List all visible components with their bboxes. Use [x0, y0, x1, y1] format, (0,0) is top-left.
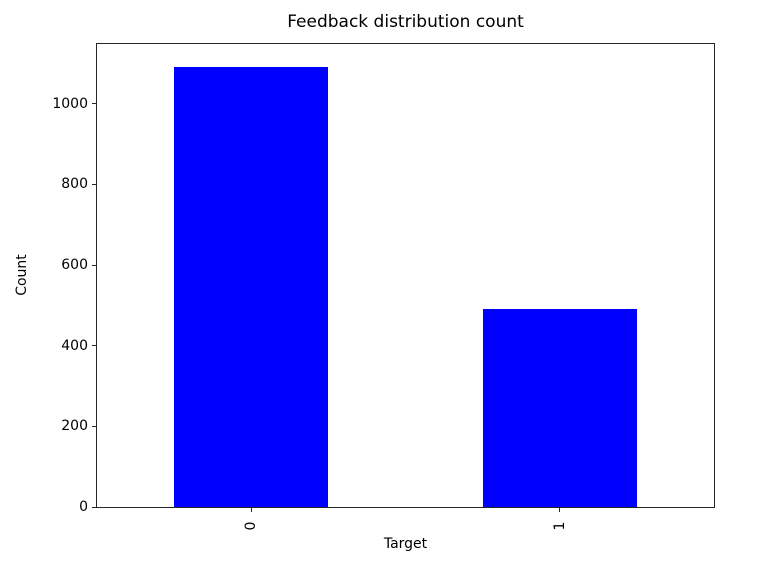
bar [174, 67, 329, 507]
y-tick-mark [92, 425, 96, 427]
x-tick-label: 0 [243, 521, 260, 531]
y-tick-label: 200 [61, 418, 88, 435]
y-tick-label: 600 [61, 257, 88, 273]
chart-title: Feedback distribution count [287, 12, 524, 32]
y-tick-mark [92, 183, 96, 185]
x-tick-mark [559, 508, 561, 512]
y-tick-mark [92, 506, 96, 508]
y-tick-label: 1000 [52, 95, 88, 112]
y-tick-mark [92, 264, 96, 266]
y-tick-label: 0 [79, 499, 88, 515]
y-tick-mark [92, 345, 96, 347]
y-tick-label: 800 [61, 176, 88, 193]
x-tick-label: 1 [551, 521, 568, 531]
plot-area [96, 43, 715, 508]
bar [482, 309, 637, 507]
y-tick-mark [92, 103, 96, 105]
y-tick-label: 400 [61, 337, 88, 354]
x-tick-mark [250, 508, 252, 512]
y-axis-label: Count [14, 254, 30, 296]
x-axis-label: Target [383, 536, 428, 552]
